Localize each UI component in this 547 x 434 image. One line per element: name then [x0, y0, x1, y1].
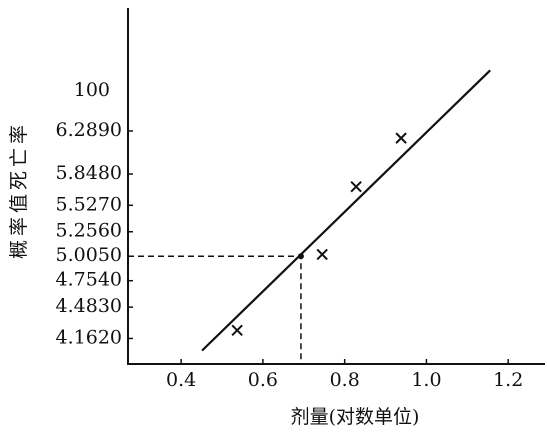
y-tick-label: 5.5270	[56, 193, 122, 215]
y-tick-label: 5.0050	[56, 244, 122, 266]
y-top-label: 100	[74, 79, 110, 101]
data-point	[395, 132, 407, 144]
data-point	[316, 248, 328, 261]
x-tick-label: 0.8	[330, 369, 360, 391]
x-axis-label: 剂量(对数单位)	[291, 406, 420, 428]
y-axis-label: 概率值死亡率	[8, 121, 30, 259]
y-tick-label: 5.8480	[56, 162, 122, 184]
reference-lines	[128, 255, 302, 364]
x-tick-label: 0.6	[248, 369, 278, 391]
y-tick-label: 4.4830	[56, 295, 122, 317]
y-tick-label: 5.2560	[56, 220, 122, 242]
axes	[127, 8, 545, 365]
data-point	[350, 180, 362, 193]
x-tick-label: 1.2	[493, 369, 523, 391]
fit-line	[201, 69, 491, 352]
y-tick-label: 4.7540	[56, 269, 122, 291]
data-point	[231, 324, 243, 337]
y-tick-label: 6.2890	[56, 119, 122, 141]
x-tick-label: 1.0	[411, 369, 441, 391]
x-tick-label: 0.4	[166, 369, 196, 391]
y-tick-label: 4.1620	[56, 326, 122, 348]
